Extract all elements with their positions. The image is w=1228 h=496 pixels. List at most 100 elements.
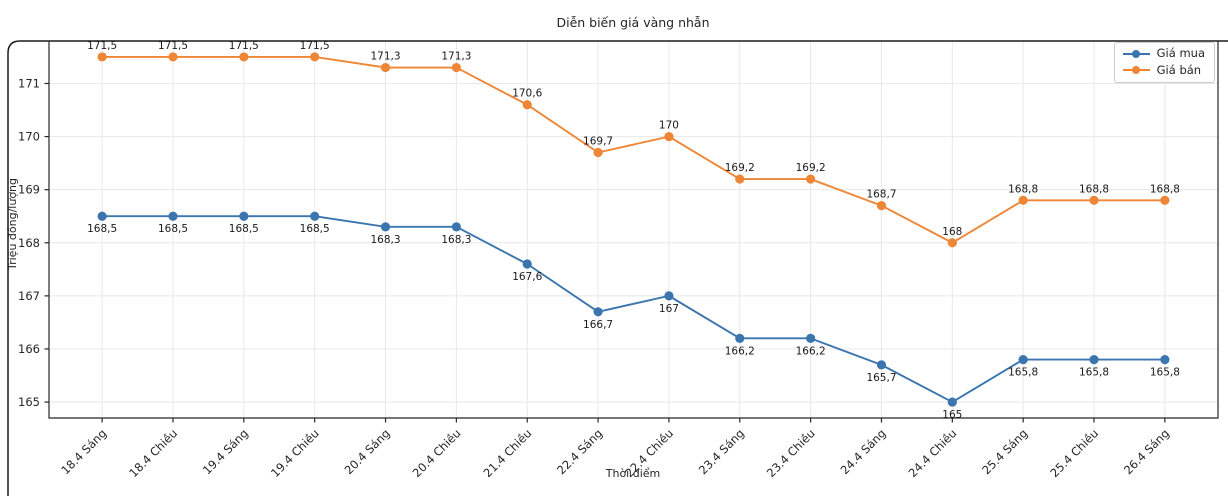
x-tick-label: 22.4 Sáng: [554, 426, 605, 477]
legend: Giá mua Giá bán: [1113, 42, 1215, 83]
data-point-marker: [239, 52, 249, 62]
y-axis-title: Triệu đồng/lượng: [6, 178, 19, 271]
data-point-marker: [168, 211, 178, 221]
data-point-label: 168,3: [441, 234, 471, 246]
y-tick-label: 167: [18, 289, 40, 303]
data-point-label: 169,2: [725, 162, 755, 174]
data-point-label: 168,5: [300, 223, 330, 235]
data-point-marker: [310, 211, 320, 221]
data-point-marker: [451, 62, 461, 73]
x-tick-label: 19.4 Sáng: [200, 426, 251, 477]
x-tick-label: 24.4 Sáng: [838, 426, 889, 477]
data-point-marker: [593, 147, 603, 158]
data-point-marker: [522, 100, 532, 110]
x-tick-label: 23.4 Chiều: [764, 426, 818, 480]
y-tick-label: 170: [18, 130, 40, 144]
data-point-label: 165,7: [866, 372, 896, 384]
legend-label-gia-mua: Giá mua: [1156, 46, 1205, 60]
data-point-marker: [1089, 354, 1099, 365]
data-point-marker: [735, 174, 745, 184]
axes-frame: [7, 40, 1228, 496]
data-point-label: 165,8: [1079, 367, 1109, 379]
data-point-marker: [1018, 354, 1028, 365]
data-point-marker: [97, 52, 107, 62]
data-point-marker: [451, 222, 461, 232]
data-point-label: 165,8: [1150, 367, 1180, 379]
data-point-marker: [168, 52, 178, 62]
data-point-marker: [947, 397, 957, 407]
x-tick-label: 25.4 Sáng: [979, 426, 1030, 477]
data-point-label: 168: [942, 226, 962, 238]
data-point-label: 171,5: [87, 40, 117, 52]
data-point-label: 165: [942, 409, 962, 421]
x-tick-label: 24.4 Chiều: [906, 426, 960, 480]
legend-item-gia-mua: Giá mua: [1122, 46, 1205, 60]
x-axis-title: Thời điểm: [605, 467, 661, 480]
data-point-marker: [664, 131, 674, 142]
data-point-marker: [97, 211, 107, 221]
data-point-label: 168,3: [370, 234, 400, 246]
x-tick-label: 19.4 Chiều: [268, 426, 322, 480]
data-point-label: 171,5: [300, 40, 330, 52]
data-point-marker: [806, 174, 816, 184]
data-point-marker: [310, 52, 320, 62]
line-dot-marker-icon: [1122, 66, 1150, 75]
data-point-label: 166,2: [796, 345, 826, 357]
data-point-label: 169,7: [583, 136, 613, 148]
data-point-label: 169,2: [796, 162, 826, 174]
legend-item-gia-ban: Giá bán: [1122, 62, 1205, 77]
data-point-marker: [947, 238, 957, 248]
gridlines: [49, 41, 1218, 418]
data-point-label: 168,8: [1008, 183, 1038, 195]
x-tick-label: 18.4 Chiều: [126, 426, 180, 480]
data-point-label: 167,6: [512, 271, 542, 283]
data-point-label: 171,5: [229, 40, 259, 52]
series-line: [102, 55, 1165, 244]
data-point-label: 168,5: [229, 223, 259, 235]
data-point-marker: [806, 333, 816, 343]
data-point-marker: [735, 333, 745, 343]
y-tick-label: 171: [18, 76, 40, 90]
data-point-marker: [380, 62, 391, 73]
data-point-label: 166,7: [583, 319, 613, 331]
data-point-label: 168,7: [866, 189, 896, 201]
y-tick-label: 166: [18, 342, 40, 356]
data-point-marker: [1160, 354, 1170, 365]
data-point-label: 171,3: [441, 51, 471, 63]
data-point-label: 167: [659, 303, 679, 315]
data-point-marker: [876, 360, 887, 370]
data-point-label: 168,8: [1079, 183, 1109, 195]
x-tick-label: 18.4 Sáng: [58, 426, 109, 477]
line-dot-marker-icon: [1122, 49, 1150, 58]
series-lines: 168,5 168,5 168,5 168,5 168,3 168,3 167,6 166,7…: [87, 40, 1180, 421]
x-tick-label: 25.4 Chiều: [1047, 426, 1101, 480]
data-point-label: 171,3: [370, 51, 400, 63]
data-point-label: 170: [659, 120, 679, 132]
data-point-marker: [380, 222, 391, 232]
data-point-marker: [1160, 195, 1170, 205]
chart-title: Diễn biến giá vàng nhẫn: [556, 15, 709, 30]
series-line: [102, 215, 1165, 404]
data-point-label: 168,5: [158, 223, 188, 235]
x-tick-label: 20.4 Sáng: [342, 426, 393, 477]
legend-label-gia-ban: Giá bán: [1156, 62, 1202, 77]
axes-spines: [48, 41, 1219, 419]
data-point-marker: [876, 201, 887, 211]
y-tick-label: 165: [18, 395, 40, 409]
data-point-marker: [593, 307, 603, 317]
x-tick-label: 26.4 Sáng: [1121, 426, 1172, 477]
data-point-label: 168,5: [87, 223, 117, 235]
data-point-marker: [664, 291, 674, 301]
data-point-label: 170,6: [512, 88, 542, 100]
data-point-label: 171,5: [158, 40, 188, 52]
data-point-marker: [239, 211, 249, 221]
data-point-marker: [1018, 195, 1028, 205]
data-point-marker: [522, 259, 532, 269]
y-tick-label: 169: [18, 183, 40, 197]
data-point-label: 168,8: [1150, 183, 1180, 195]
x-tick-label: 20.4 Chiều: [410, 426, 464, 480]
x-tick-label: 23.4 Sáng: [696, 426, 747, 477]
x-tick-label: 21.4 Chiều: [481, 426, 535, 480]
